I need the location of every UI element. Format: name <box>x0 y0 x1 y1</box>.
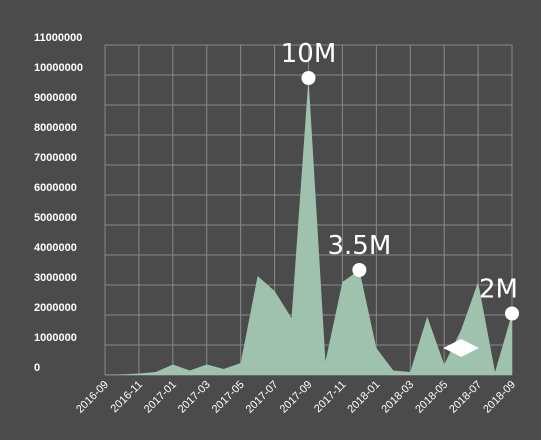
annotation-label: 2M <box>479 275 518 305</box>
annotations: 10M 3.5M 2M <box>281 39 519 357</box>
y-tick-label: 4000000 <box>34 242 77 254</box>
y-tick-label: 5000000 <box>34 212 77 224</box>
y-tick-label: 6000000 <box>34 182 77 194</box>
x-tick-label: 2017-11 <box>312 379 348 415</box>
y-tick-label: 2000000 <box>34 302 77 314</box>
x-axis-tick-labels: 2016-092016-112017-012017-032017-052017-… <box>74 379 518 416</box>
y-tick-label: 7000000 <box>34 152 77 164</box>
x-tick-label: 2018-01 <box>345 379 382 416</box>
y-tick-label: 1000000 <box>34 332 77 344</box>
y-tick-label: 11000000 <box>34 32 82 44</box>
x-tick-label: 2018-07 <box>447 379 484 416</box>
y-tick-label: 8000000 <box>34 122 77 134</box>
annotation-label: 10M <box>281 39 337 69</box>
x-tick-label: 2017-05 <box>210 379 247 416</box>
y-tick-label: 10000000 <box>34 62 83 74</box>
grid <box>104 44 513 376</box>
y-tick-label: 0 <box>34 362 40 374</box>
x-tick-label: 2018-05 <box>413 379 450 416</box>
x-tick-label: 2016-11 <box>109 379 145 415</box>
series-area-path <box>105 78 512 375</box>
x-tick-label: 2016-09 <box>74 379 111 416</box>
annotation-marker <box>301 71 316 85</box>
annotation-label: 3.5M <box>327 231 391 261</box>
series-area <box>105 78 512 375</box>
y-axis-tick-labels: 0 1000000 2000000 3000000 4000000 5000000 6000… <box>34 32 83 374</box>
x-tick-label: 2017-03 <box>176 379 213 416</box>
annotation-marker <box>505 306 519 321</box>
y-tick-label: 3000000 <box>34 272 77 284</box>
y-tick-label: 9000000 <box>34 92 77 104</box>
x-tick-label: 2017-01 <box>142 379 179 416</box>
annotation-marker <box>352 263 367 277</box>
x-tick-label: 2017-09 <box>278 379 315 416</box>
x-tick-label: 2018-03 <box>379 379 416 416</box>
x-tick-label: 2018-09 <box>481 379 518 416</box>
x-tick-label: 2017-07 <box>244 379 281 416</box>
